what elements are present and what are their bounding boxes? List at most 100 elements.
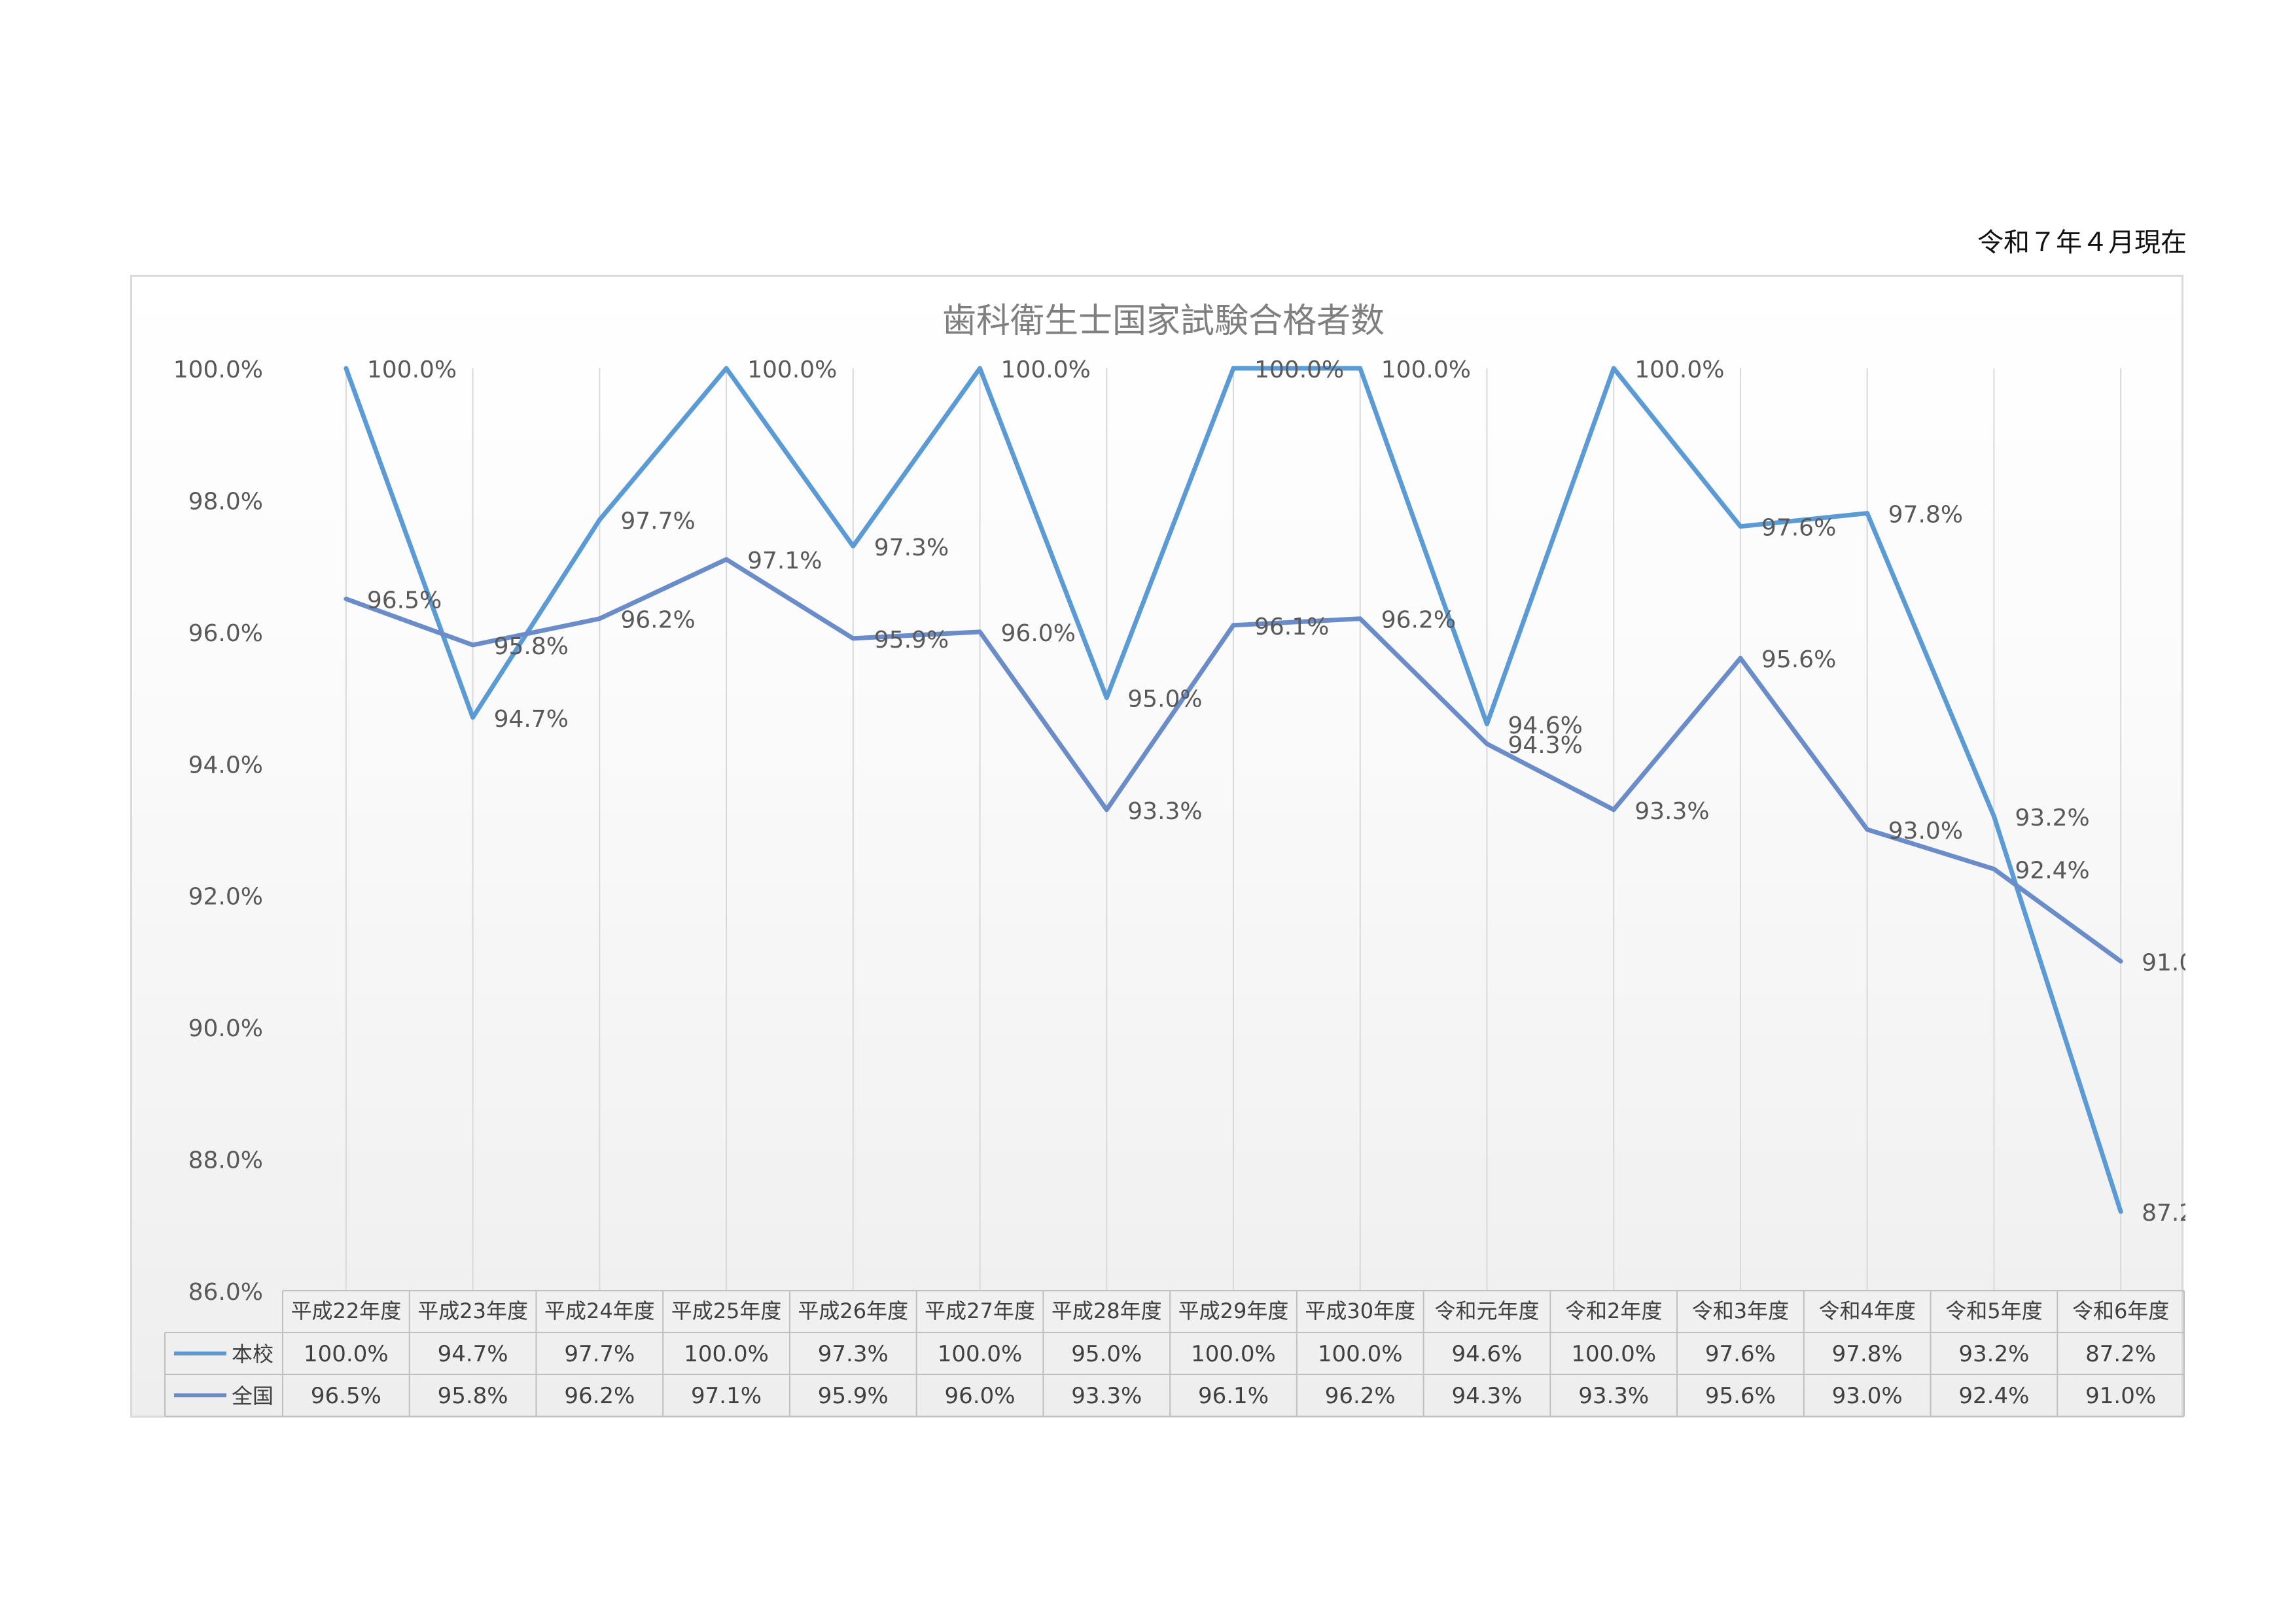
data-label: 97.6% [1761, 515, 1836, 542]
data-label: 93.3% [1634, 798, 1709, 825]
category-label: 令和3年度 [1692, 1299, 1789, 1323]
data-point [1738, 524, 1742, 529]
data-point [597, 616, 602, 621]
category-label: 平成29年度 [1178, 1299, 1289, 1323]
data-label: 91.0% [2142, 949, 2185, 976]
data-point [1485, 722, 1489, 726]
y-tick-label: 100.0% [173, 357, 263, 383]
table-cell: 100.0% [684, 1341, 769, 1367]
data-label: 100.0% [1254, 357, 1344, 383]
data-label: 100.0% [367, 357, 457, 383]
data-label: 93.2% [2015, 805, 2089, 831]
table-cell: 92.4% [1958, 1383, 2029, 1409]
data-label: 95.6% [1761, 646, 1836, 673]
data-label: 97.7% [620, 508, 695, 535]
table-cell: 93.0% [1832, 1383, 1903, 1409]
data-point [344, 366, 348, 370]
data-label: 97.8% [1888, 502, 1963, 529]
line-chart: 歯科衛生士国家試験合格者数 100.0% 98.0% 96.0% 94.0% 92.0%… [164, 302, 2185, 1417]
y-tick-label: 88.0% [188, 1147, 263, 1174]
data-point [851, 544, 855, 548]
data-label: 92.4% [2015, 857, 2089, 884]
y-tick-label: 98.0% [188, 488, 263, 515]
data-point [1865, 828, 1869, 831]
table-cell: 96.2% [564, 1383, 635, 1409]
data-point [344, 597, 348, 601]
chart-title: 歯科衛生士国家試験合格者数 [942, 302, 1385, 341]
y-tick-label: 94.0% [188, 752, 263, 778]
data-point [470, 643, 475, 647]
data-label: 100.0% [1634, 357, 1724, 383]
data-point [1612, 366, 1616, 370]
table-cell: 97.7% [564, 1341, 635, 1367]
category-label: 平成22年度 [291, 1299, 401, 1323]
table-cell: 94.6% [1451, 1341, 1522, 1367]
table-cell: 95.8% [438, 1383, 508, 1409]
data-label: 97.1% [747, 548, 822, 574]
data-point [1992, 814, 1996, 818]
table-cell: 91.0% [2085, 1383, 2156, 1409]
y-tick-label: 96.0% [188, 620, 263, 647]
data-label: 97.3% [874, 534, 949, 561]
table-cell: 100.0% [1571, 1341, 1656, 1367]
data-point [851, 636, 855, 640]
legend-label: 全国 [232, 1384, 274, 1408]
data-label: 96.5% [367, 587, 442, 614]
table-cell: 96.0% [945, 1383, 1016, 1409]
data-point [1738, 656, 1742, 661]
data-label: 87.2% [2142, 1200, 2185, 1227]
data-point [1485, 742, 1489, 746]
data-point [1104, 695, 1109, 700]
chart-frame: 歯科衛生士国家試験合格者数 100.0% 98.0% 96.0% 94.0% 92.0%… [130, 275, 2185, 1418]
y-tick-label: 92.0% [188, 884, 263, 911]
data-point [470, 715, 475, 720]
category-label: 令和元年度 [1434, 1299, 1539, 1323]
table-cell: 96.1% [1198, 1383, 1269, 1409]
data-point [978, 366, 982, 370]
table-cell: 100.0% [938, 1341, 1023, 1367]
table-cell: 87.2% [2085, 1341, 2156, 1367]
table-cell: 95.9% [818, 1383, 889, 1409]
table-cell: 93.3% [1071, 1383, 1142, 1409]
table-cell: 95.6% [1705, 1383, 1776, 1409]
y-tick-label: 86.0% [188, 1279, 263, 1306]
table-cell: 97.8% [1832, 1341, 1903, 1367]
category-label: 令和2年度 [1565, 1299, 1662, 1323]
date-note: 令和７年４月現在 [1977, 228, 2187, 258]
category-label: 平成25年度 [671, 1299, 782, 1323]
y-tick-label: 90.0% [188, 1015, 263, 1042]
table-cell: 100.0% [304, 1341, 389, 1367]
table-cell: 94.7% [438, 1341, 508, 1367]
data-point [1231, 623, 1235, 627]
data-point [724, 557, 729, 562]
category-label: 令和6年度 [2072, 1299, 2169, 1323]
category-label: 平成24年度 [544, 1299, 655, 1323]
table-cell: 94.3% [1451, 1383, 1522, 1409]
data-point [1104, 807, 1109, 812]
category-label: 令和5年度 [1945, 1299, 2042, 1323]
category-label: 平成28年度 [1051, 1299, 1162, 1323]
data-label: 96.1% [1254, 614, 1329, 640]
data-label: 94.3% [1508, 732, 1582, 759]
data-label: 100.0% [1001, 357, 1091, 383]
table-cell: 97.1% [691, 1383, 762, 1409]
table-cell: 97.6% [1705, 1341, 1776, 1367]
table-cell: 93.2% [1958, 1341, 2029, 1367]
table-cell: 97.3% [818, 1341, 889, 1367]
data-label: 93.3% [1127, 798, 1202, 825]
table-cell: 93.3% [1578, 1383, 1649, 1409]
data-label: 100.0% [747, 357, 837, 383]
table-cell: 100.0% [1191, 1341, 1276, 1367]
data-point [978, 629, 982, 634]
data-point [597, 517, 602, 522]
data-label: 95.0% [1127, 686, 1202, 713]
data-point [724, 366, 729, 370]
data-point [1865, 511, 1869, 515]
data-label: 96.0% [1001, 620, 1076, 647]
data-point [1231, 366, 1235, 370]
category-label: 平成23年度 [417, 1299, 528, 1323]
data-point [1358, 616, 1362, 621]
data-label: 95.9% [874, 627, 949, 654]
data-label: 96.2% [620, 607, 695, 634]
category-label: 令和4年度 [1818, 1299, 1915, 1323]
